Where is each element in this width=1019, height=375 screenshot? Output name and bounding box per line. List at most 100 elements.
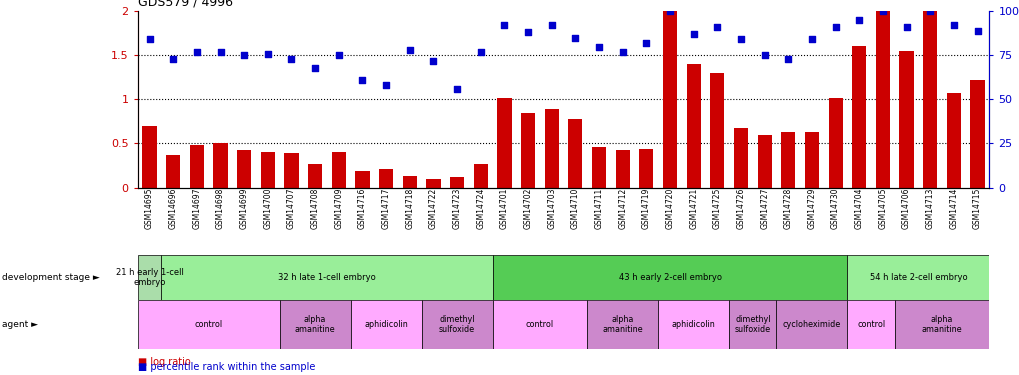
Bar [473, 164, 487, 188]
Point [898, 24, 914, 30]
Point [921, 8, 937, 14]
Text: GSM14711: GSM14711 [594, 188, 603, 229]
Bar [213, 144, 227, 188]
Point [803, 36, 819, 42]
Text: GSM14706: GSM14706 [901, 188, 910, 229]
Bar [421, 300, 492, 349]
Bar [804, 132, 818, 188]
Point [661, 8, 678, 14]
Bar [284, 153, 299, 188]
Text: GSM14701: GSM14701 [499, 188, 508, 229]
Text: aphidicolin: aphidicolin [672, 320, 715, 329]
Bar [775, 300, 847, 349]
Point [425, 58, 441, 64]
Point [165, 56, 181, 62]
Text: GSM14702: GSM14702 [523, 188, 532, 229]
Bar [497, 99, 511, 188]
Bar [351, 300, 421, 349]
Text: GSM14726: GSM14726 [736, 188, 745, 229]
Point [685, 31, 701, 37]
Point [756, 53, 772, 58]
Point [543, 22, 559, 28]
Point [826, 24, 843, 30]
Bar [279, 300, 351, 349]
Point [378, 82, 394, 88]
Text: GSM14727: GSM14727 [759, 188, 768, 229]
Text: 43 h early 2-cell embryo: 43 h early 2-cell embryo [618, 273, 720, 282]
Text: dimethyl
sulfoxide: dimethyl sulfoxide [438, 315, 475, 334]
Text: GSM14704: GSM14704 [854, 188, 863, 229]
Text: GSM14696: GSM14696 [168, 188, 177, 229]
Text: cycloheximide: cycloheximide [782, 320, 841, 329]
Text: aphidicolin: aphidicolin [364, 320, 408, 329]
Text: GSM14698: GSM14698 [216, 188, 225, 229]
Text: GSM14721: GSM14721 [689, 188, 697, 229]
Point [330, 53, 346, 58]
Point [708, 24, 725, 30]
Bar [587, 300, 657, 349]
Bar [544, 109, 558, 188]
Text: GSM14720: GSM14720 [664, 188, 674, 229]
Text: GSM14707: GSM14707 [286, 188, 296, 229]
Bar [709, 73, 723, 188]
Bar [261, 152, 275, 188]
Text: GSM14715: GSM14715 [972, 188, 981, 229]
Bar [492, 300, 587, 349]
Bar [591, 147, 605, 188]
Bar [615, 150, 629, 188]
Point [448, 86, 465, 92]
Text: GDS579 / 4996: GDS579 / 4996 [138, 0, 232, 9]
Bar [355, 171, 369, 188]
Text: 54 h late 2-cell embryo: 54 h late 2-cell embryo [869, 273, 966, 282]
Text: control: control [526, 320, 553, 329]
Point [567, 35, 583, 41]
Text: GSM14700: GSM14700 [263, 188, 272, 229]
Point [732, 36, 748, 42]
Point [401, 47, 418, 53]
Bar [308, 164, 322, 188]
Point [283, 56, 300, 62]
Text: GSM14703: GSM14703 [546, 188, 555, 229]
Text: alpha
amanitine: alpha amanitine [921, 315, 962, 334]
Bar [190, 145, 204, 188]
Bar [781, 132, 795, 188]
Text: GSM14719: GSM14719 [641, 188, 650, 229]
Text: GSM14710: GSM14710 [571, 188, 580, 229]
Point [613, 49, 630, 55]
Text: GSM14697: GSM14697 [193, 188, 201, 229]
Text: GSM14723: GSM14723 [452, 188, 462, 229]
Text: control: control [195, 320, 222, 329]
Bar [946, 93, 960, 188]
Text: GSM14722: GSM14722 [429, 188, 437, 229]
Point [638, 40, 654, 46]
Text: GSM14713: GSM14713 [925, 188, 933, 229]
Text: alpha
amanitine: alpha amanitine [294, 315, 335, 334]
Bar [827, 99, 842, 188]
Point [142, 36, 158, 42]
Point [780, 56, 796, 62]
Point [354, 77, 370, 83]
Bar [236, 150, 251, 188]
Text: GSM14699: GSM14699 [239, 188, 249, 229]
Bar [686, 64, 700, 188]
Bar [851, 46, 865, 188]
Bar [568, 119, 582, 188]
Bar [662, 11, 677, 188]
Text: dimethyl
sulfoxide: dimethyl sulfoxide [734, 315, 770, 334]
Bar [757, 135, 771, 188]
Point [968, 28, 984, 34]
Point [496, 22, 513, 28]
Bar [894, 300, 988, 349]
Text: GSM14709: GSM14709 [334, 188, 343, 229]
Point [212, 49, 228, 55]
Text: alpha
amanitine: alpha amanitine [602, 315, 642, 334]
Text: GSM14728: GSM14728 [783, 188, 792, 229]
Bar [161, 255, 492, 300]
Bar [138, 300, 279, 349]
Point [874, 8, 891, 14]
Point [945, 22, 961, 28]
Text: GSM14716: GSM14716 [358, 188, 367, 229]
Text: ■ log ratio: ■ log ratio [138, 357, 191, 367]
Bar [922, 11, 936, 188]
Text: GSM14714: GSM14714 [949, 188, 958, 229]
